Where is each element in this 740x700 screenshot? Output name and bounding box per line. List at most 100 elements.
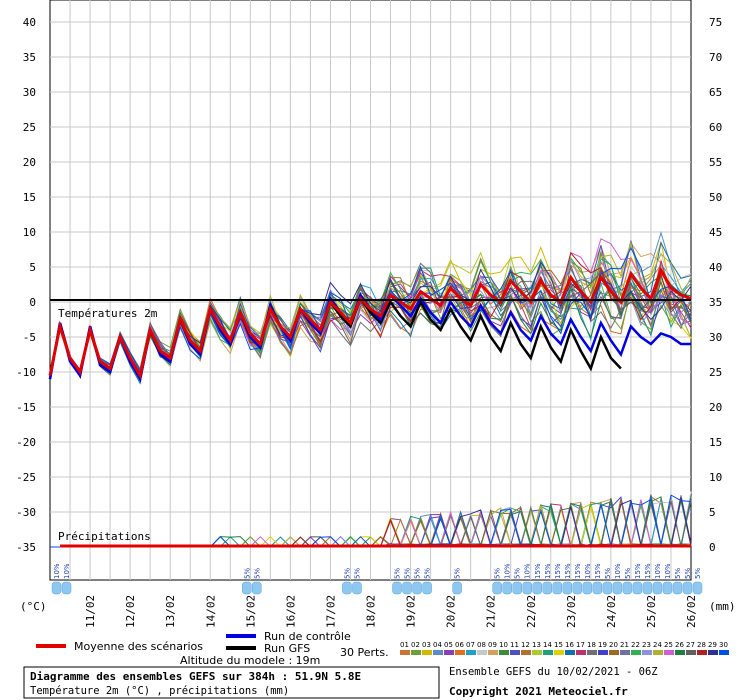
snow-probability-label: 5%: [494, 568, 502, 579]
left-tick-label: -5: [23, 331, 36, 344]
perturbation-id: 06: [455, 641, 464, 649]
perturbation-id: 07: [466, 641, 475, 649]
snow-icon: [402, 581, 412, 595]
left-tick-label: 15: [23, 191, 36, 204]
left-tick-label: 35: [23, 51, 36, 64]
left-tick-label: 20: [23, 156, 36, 169]
right-tick-label: 20: [709, 401, 722, 414]
snow-probability-label: 5%: [353, 568, 361, 579]
perturbation-id: 22: [631, 641, 640, 649]
perturbation-id: 08: [477, 641, 486, 649]
perturbation-swatch: [587, 650, 597, 655]
snow-icon: [602, 581, 613, 595]
snow-icon: [612, 581, 623, 595]
perturbation-id: 29: [708, 641, 717, 649]
snow-probability-label: 10%: [664, 563, 672, 579]
snow-probability-label: 5%: [404, 568, 412, 579]
perturbation-swatch: [499, 650, 509, 655]
perturbation-id: 13: [532, 641, 541, 649]
perturbation-id: 30: [719, 641, 728, 649]
perturbation-swatch: [609, 650, 619, 655]
left-tick-label: -25: [16, 471, 36, 484]
altitude-label: Altitude du modele : 19m: [180, 654, 320, 667]
snow-icon: [252, 581, 262, 595]
perturbation-id: 23: [642, 641, 651, 649]
snow-icon: [392, 581, 402, 595]
left-tick-label: -10: [16, 366, 36, 379]
snow-probability-label: 5%: [694, 568, 702, 579]
perturbation-swatch: [675, 650, 685, 655]
snow-icon: [552, 581, 563, 595]
snow-icon: [532, 581, 542, 595]
left-tick-label: -20: [16, 436, 36, 449]
right-tick-label: 55: [709, 156, 722, 169]
perturbation-swatch: [466, 650, 476, 655]
snow-icon: [51, 581, 62, 595]
perturbation-swatch: [631, 650, 641, 655]
ensemble-run-label: Ensemble GEFS du 10/02/2021 - 06Z: [449, 666, 658, 678]
perturbation-id: 05: [444, 641, 453, 649]
perturbation-id: 26: [675, 641, 684, 649]
snow-icon: [652, 581, 663, 595]
perturbation-swatch: [488, 650, 498, 655]
legend-gfs-label: Run GFS: [264, 642, 310, 655]
right-tick-label: 45: [709, 226, 722, 239]
snow-icon: [662, 581, 673, 595]
snow-probability-label: 5%: [414, 568, 422, 579]
snow-probability-label: 5%: [454, 568, 462, 579]
snow-probability-label: 15%: [564, 563, 572, 579]
snow-icon: [562, 581, 573, 595]
perturbation-swatch: [708, 650, 718, 655]
x-tick-label: 22/02: [525, 595, 538, 628]
snow-probability-label: 5%: [243, 568, 251, 579]
footer-title: Diagramme des ensembles GEFS sur 384h : …: [30, 670, 361, 683]
x-tick-label: 14/02: [204, 595, 217, 628]
perturbation-id: 28: [697, 641, 706, 649]
x-tick-label: 20/02: [445, 595, 458, 628]
right-tick-label: 35: [709, 296, 722, 309]
snow-probability-label: 15%: [544, 563, 552, 579]
copyright-label: Copyright 2021 Meteociel.fr: [449, 685, 628, 698]
perturbation-swatch: [444, 650, 454, 655]
snow-probability-label: 5%: [514, 568, 522, 579]
snow-probability-label: 10%: [504, 563, 512, 579]
x-tick-label: 19/02: [405, 595, 418, 628]
right-tick-label: 30: [709, 331, 722, 344]
right-tick-label: 40: [709, 261, 722, 274]
snow-probability-label: 5%: [684, 568, 692, 579]
left-tick-label: -35: [16, 541, 36, 554]
snow-icon: [502, 581, 512, 595]
perturbation-swatch: [565, 650, 575, 655]
x-tick-label: 17/02: [324, 595, 337, 628]
left-tick-label: 30: [23, 86, 36, 99]
snow-probability-label: 5%: [624, 568, 632, 579]
right-tick-label: 15: [709, 436, 722, 449]
perturbation-swatch: [543, 650, 553, 655]
x-tick-label: 21/02: [485, 595, 498, 628]
right-tick-label: 70: [709, 51, 722, 64]
snow-probability-label: 10%: [654, 563, 662, 579]
snow-probability-label: 15%: [574, 563, 582, 579]
snow-probability-label: 10%: [53, 563, 61, 579]
x-tick-label: 11/02: [84, 595, 97, 628]
temp-section-label: Températures 2m: [58, 307, 158, 320]
x-tick-label: 25/02: [645, 595, 658, 628]
x-tick-label: 12/02: [124, 595, 137, 628]
x-tick-label: 15/02: [244, 595, 257, 628]
snow-probability-label: 15%: [554, 563, 562, 579]
snow-probability-label: 10%: [584, 563, 592, 579]
perturbation-swatch: [521, 650, 531, 655]
perturbation-id: 10: [499, 641, 508, 649]
right-tick-label: 65: [709, 86, 722, 99]
snow-probability-label: 5%: [604, 568, 612, 579]
snow-icon: [632, 581, 643, 595]
perturbation-id: 19: [598, 641, 607, 649]
perturbation-id: 12: [521, 641, 530, 649]
snow-icon: [642, 581, 653, 595]
perturbation-swatch: [532, 650, 542, 655]
snow-icon: [542, 581, 553, 595]
perturbation-swatch: [400, 650, 410, 655]
mean-scenarios-line: [48, 266, 692, 380]
snow-icon: [422, 581, 432, 595]
footer-subtitle: Température 2m (°C) , précipitations (mm…: [30, 685, 289, 697]
